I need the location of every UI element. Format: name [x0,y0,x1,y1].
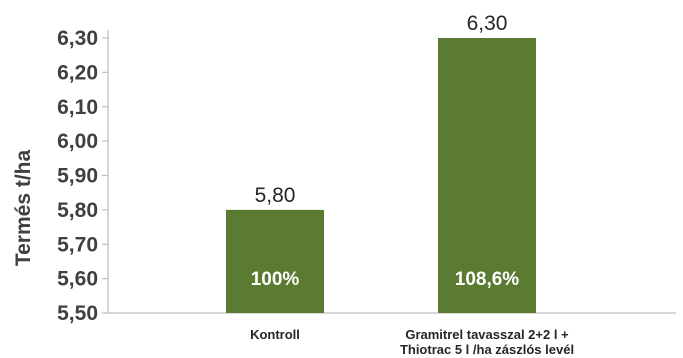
data-label-2: 6,30 [467,12,508,35]
percent-label-1: 100% [251,269,300,290]
data-label-1: 5,80 [255,184,296,207]
percent-label-2: 108,6% [455,269,520,290]
bar-1 [226,209,324,313]
y-tick-label: 5,80 [57,199,98,222]
category-label-1: Kontroll [250,327,300,342]
bar-2 [438,38,536,313]
y-tick-label: 6,30 [57,27,98,50]
y-tick-label: 5,70 [57,233,98,256]
y-axis-label: Termés t/ha [12,150,35,267]
category-label-2: Thiotrac 5 l /ha zászlós levél [400,342,574,357]
y-tick-label: 5,90 [57,165,98,188]
y-tick-label: 6,10 [57,96,98,119]
y-tick-label: 5,50 [57,302,98,325]
y-tick-label: 5,60 [57,268,98,291]
y-tick-label: 6,20 [57,61,98,84]
y-tick-label: 6,00 [57,130,98,153]
category-label-2: Gramitrel tavasszal 2+2 l + [405,327,569,342]
